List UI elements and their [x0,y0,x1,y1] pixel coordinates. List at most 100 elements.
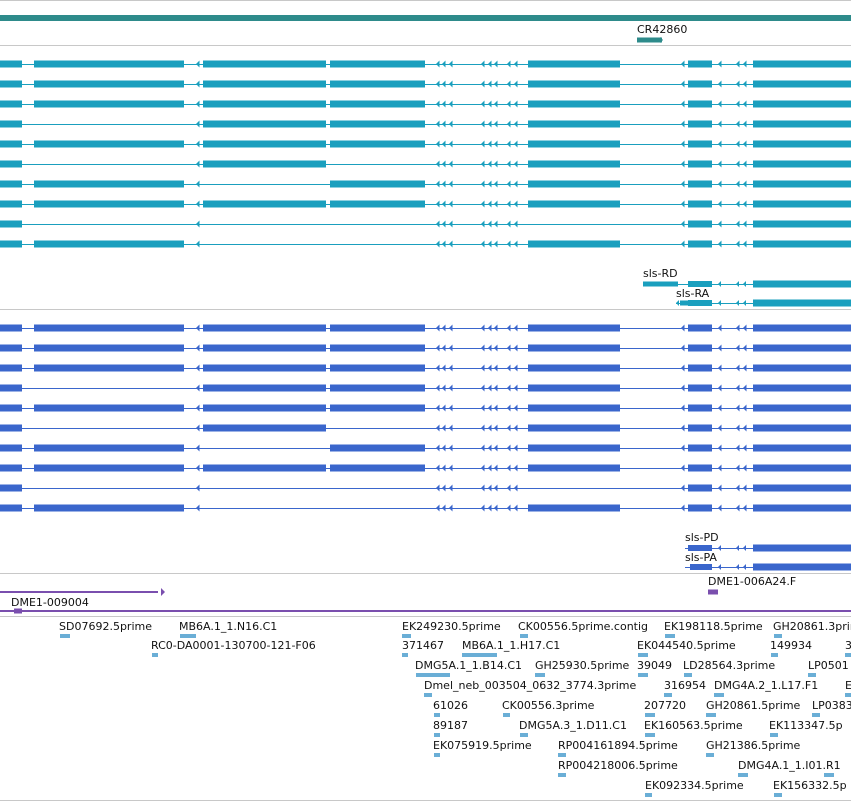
strand-arrow [196,100,200,108]
est-label[interactable]: RC0-DA0001-130700-121-F06 [151,639,316,652]
strand-arrow [442,140,446,148]
exon-block [0,80,22,88]
exon-block [203,424,326,432]
strand-arrow [718,424,722,432]
est-label[interactable]: EK198118.5prime [664,620,763,633]
strand-arrow [196,484,200,492]
strand-arrow [718,220,722,228]
strand-arrow [449,160,453,168]
strand-arrow [718,504,722,512]
est-label[interactable]: Dmel_neb_003504_0632_3774.3prime [424,679,637,692]
est-label[interactable]: MB6A.1_1.H17.C1 [462,639,561,652]
est-label[interactable]: MB6A.1_1.N16.C1 [179,620,278,633]
strand-arrow [507,200,511,208]
est-label[interactable]: 207720 [644,699,686,712]
est-label[interactable]: CK00556.3prime [502,699,595,712]
strand-arrow [488,464,492,472]
track-divider [0,0,851,1]
strand-arrow [736,100,740,108]
strand-arrow [718,344,722,352]
strand-arrow [449,424,453,432]
feature-label-sls-pd[interactable]: sls-PD [685,531,719,544]
est-label[interactable]: GH21386.5prime [706,739,801,752]
strand-arrow [494,344,498,352]
est-label[interactable]: 61026 [433,699,468,712]
est-label[interactable]: GH25930.5prime [535,659,630,672]
exon-block [753,504,851,512]
feature-label-sls-pa[interactable]: sls-PA [685,551,717,564]
strand-arrow [514,240,518,248]
strand-arrow [507,220,511,228]
est-label[interactable]: 316954 [664,679,706,692]
exon-block [0,324,22,332]
strand-arrow [736,324,740,332]
exon-block [528,140,620,148]
strand-arrow [196,220,200,228]
strand-arrow [736,80,740,88]
est-label[interactable]: EK113347.5p [769,719,843,732]
strand-arrow [681,464,685,472]
est-label[interactable]: 371467 [402,639,444,652]
strand-arrow [736,281,739,287]
est-label[interactable]: EK044540.5prime [637,639,736,652]
strand-arrow [507,404,511,412]
est-label[interactable]: EK249230.5prime [402,620,501,633]
est-label[interactable]: SD07692.5prime [59,620,152,633]
est-label[interactable]: 89187 [433,719,468,732]
exon-block [688,484,712,492]
exon-block [688,60,712,68]
est-label[interactable]: E [845,679,851,692]
exon-block [637,37,662,43]
est-label[interactable]: GH20861.3prime [773,620,851,633]
est-glyph [416,673,450,677]
est-label[interactable]: GH20861.5prime [706,699,801,712]
exon-block [753,60,851,68]
strand-arrow [481,180,485,188]
strand-arrow [442,324,446,332]
est-label[interactable]: LD28564.3prime [683,659,776,672]
est-label[interactable]: DMG4A.1_1.I01.R1 [738,759,841,772]
strand-arrow [681,364,685,372]
exon-block [34,344,184,352]
est-label[interactable]: EK156332.5p [773,779,847,792]
est-label[interactable]: 149934 [770,639,812,652]
est-label[interactable]: DMG5A.1_1.B14.C1 [415,659,523,672]
feature-label-sls-ra[interactable]: sls-RA [676,287,710,300]
est-label[interactable]: CK00556.5prime.contig [518,620,649,633]
est-label[interactable]: RP004218006.5prime [558,759,678,772]
est-label[interactable]: 3 [845,639,851,652]
feature-label-cr42860[interactable]: CR42860 [637,23,688,36]
exon-block [34,100,184,108]
strand-arrow [718,484,722,492]
strand-arrow [718,364,722,372]
feature-label-sls-rd[interactable]: sls-RD [643,267,678,280]
est-label[interactable]: EK092334.5prime [645,779,744,792]
est-label[interactable]: RP004161894.5prime [558,739,678,752]
strand-arrow [743,545,746,551]
exon-block [203,160,326,168]
exon-block [330,444,425,452]
exon-block [753,563,851,571]
est-glyph [434,713,440,717]
strand-arrow [436,444,440,452]
exon-block [688,180,712,188]
est-label[interactable]: DMG4A.2_1.L17.F1 [714,679,819,692]
strand-arrow [718,160,722,168]
feature-label-dme1-006a24-f[interactable]: DME1-006A24.F [708,575,797,588]
est-label[interactable]: EK160563.5prime [644,719,743,732]
strand-arrow [494,324,498,332]
strand-arrow [488,140,492,148]
est-label[interactable]: LP0501 [808,659,849,672]
est-label[interactable]: EK075919.5prime [433,739,532,752]
strand-arrow [488,80,492,88]
strand-arrow [449,80,453,88]
exon-block [330,120,425,128]
est-label[interactable]: 39049 [637,659,672,672]
strand-arrow [488,484,492,492]
est-label[interactable]: LP0383 [812,699,851,712]
exon-block [330,180,425,188]
strand-arrow [507,120,511,128]
est-label[interactable]: DMG5A.3_1.D11.C1 [519,719,627,732]
feature-label-dme1-009004[interactable]: DME1-009004 [11,596,89,609]
strand-arrow [481,404,485,412]
